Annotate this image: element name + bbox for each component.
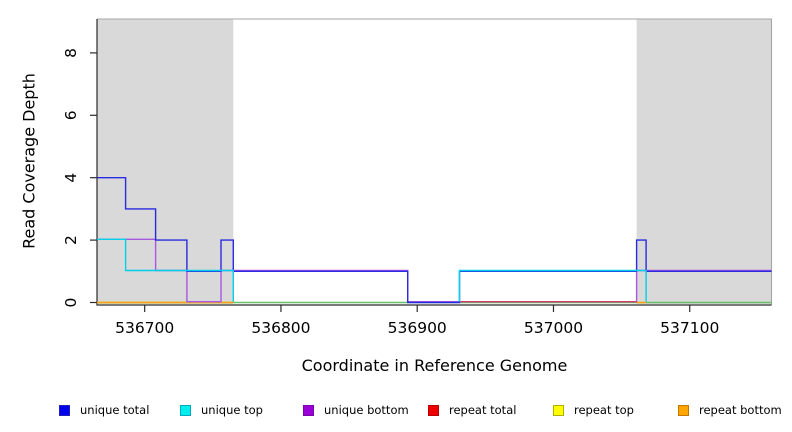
legend-item-repeat-top: repeat top: [553, 401, 634, 419]
x-tick-label: 536800: [251, 319, 310, 337]
x-axis-title: Coordinate in Reference Genome: [301, 356, 568, 375]
x-tick-label: 537100: [660, 319, 719, 337]
legend-item-repeat-total: repeat total: [428, 401, 516, 419]
legend-swatch-icon: [180, 404, 191, 416]
legend-label: repeat total: [449, 403, 517, 417]
y-tick-label: 0: [62, 298, 80, 308]
shaded-region: [636, 19, 772, 304]
series-line-unique-bottom: [97, 238, 772, 303]
legend-label: unique bottom: [324, 403, 409, 417]
legend-item-unique-total: unique total: [59, 401, 149, 419]
y-axis-title: Read Coverage Depth: [19, 73, 39, 249]
series-line-unique-top: [97, 238, 234, 302]
y-tick-label: 2: [62, 235, 80, 245]
legend-label: repeat top: [574, 403, 634, 417]
legend-label: repeat bottom: [699, 403, 782, 417]
axis-lines: [96, 19, 772, 306]
y-tick-label: 6: [62, 110, 80, 120]
legend: unique total unique top unique bottom repea…: [0, 401, 792, 419]
legend-swatch-icon: [303, 404, 314, 416]
legend-swatch-icon: [678, 404, 689, 416]
legend-item-repeat-bottom: repeat bottom: [678, 401, 782, 419]
series-line-unique-total: [97, 177, 772, 304]
y-tick-label: 4: [62, 173, 80, 183]
x-tick-label: 536700: [115, 319, 174, 337]
legend-swatch-icon: [553, 404, 564, 416]
legend-swatch-icon: [59, 404, 70, 416]
y-tick-label: 8: [62, 48, 80, 58]
legend-item-unique-bottom: unique bottom: [303, 401, 409, 419]
series-line-unique-top: [458, 269, 647, 302]
x-tick-label: 537000: [524, 319, 583, 337]
shaded-region: [97, 19, 234, 304]
plot-frame: [97, 18, 773, 305]
legend-label: unique total: [80, 403, 150, 417]
legend-label: unique top: [201, 403, 263, 417]
x-tick-label: 536900: [388, 319, 447, 337]
legend-swatch-icon: [428, 404, 439, 416]
legend-item-unique-top: unique top: [180, 401, 263, 419]
